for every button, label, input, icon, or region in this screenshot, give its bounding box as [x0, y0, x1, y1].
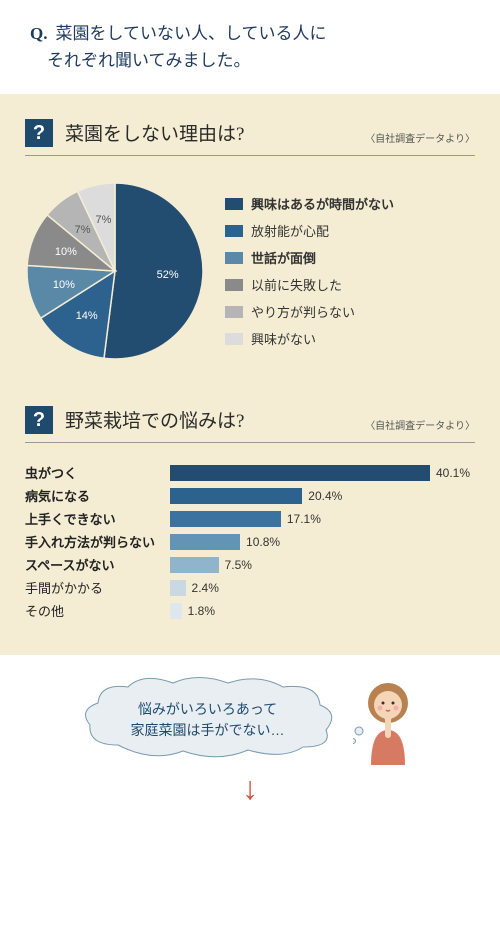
thought-bubble: 悩みがいろいろあって 家庭菜園は手がでない… — [78, 675, 338, 765]
bar-label: その他 — [25, 601, 170, 620]
pie-title: 菜園をしない理由は? — [65, 119, 244, 146]
bubble-text: 悩みがいろいろあって 家庭菜園は手がでない… — [131, 699, 285, 741]
bar-row: その他 1.8% — [25, 601, 475, 620]
thought-bubble-wrap: 悩みがいろいろあって 家庭菜園は手がでない… — [30, 675, 470, 765]
q-line2: それぞれ聞いてみました。 — [47, 51, 251, 70]
question-heading: Q. 菜園をしていない人、している人に それぞれ聞いてみました。 — [30, 20, 470, 74]
bar-value: 17.1% — [287, 512, 321, 526]
legend-swatch — [225, 252, 243, 264]
bar-label: 虫がつく — [25, 463, 170, 482]
bar-value: 7.5% — [225, 558, 252, 572]
bar-track: 2.4% — [170, 580, 475, 596]
bar-heading: ? 野菜栽培での悩みは? 〈自社調査データより〉 — [25, 406, 475, 443]
bar-fill — [170, 580, 186, 596]
bar-fill — [170, 603, 182, 619]
pie-slice-label: 10% — [55, 246, 77, 258]
pie-content: 52% 14% 10% 10% 7% 7% 興味はあるが時間がない放射能が心配世話が面倒以… — [25, 181, 475, 361]
bar-value: 20.4% — [308, 489, 342, 503]
pie-slice-label: 14% — [76, 310, 98, 322]
bar-title: 野菜栽培での悩みは? — [65, 406, 244, 433]
legend-item: やり方が判らない — [225, 302, 394, 321]
bar-row: 手間がかかる 2.4% — [25, 578, 475, 597]
pie-slice-label: 7% — [75, 224, 91, 236]
bar-fill — [170, 465, 430, 481]
bar-row: スペースがない 7.5% — [25, 555, 475, 574]
bar-fill — [170, 511, 281, 527]
pie-slice-label: 52% — [157, 269, 179, 281]
legend-item: 世話が面倒 — [225, 248, 394, 267]
legend-item: 興味はあるが時間がない — [225, 194, 394, 213]
pie-source: 〈自社調査データより〉 — [365, 130, 475, 147]
pie-slice-label: 7% — [96, 214, 112, 226]
bar-row: 虫がつく 40.1% — [25, 463, 475, 482]
bar-fill — [170, 557, 219, 573]
legend-label: 興味がない — [251, 329, 316, 348]
question-mark-icon: ? — [25, 406, 53, 434]
legend-swatch — [225, 279, 243, 291]
legend-item: 興味がない — [225, 329, 394, 348]
bar-value: 1.8% — [188, 604, 215, 618]
bar-chart: 虫がつく 40.1% 病気になる 20.4% 上手くできない 17.1% 手入れ方法が判らな… — [25, 463, 475, 620]
legend-item: 以前に失敗した — [225, 275, 394, 294]
bar-track: 10.8% — [170, 534, 475, 550]
bar-row: 上手くできない 17.1% — [25, 509, 475, 528]
bar-track: 1.8% — [170, 603, 475, 619]
bar-label: 病気になる — [25, 486, 170, 505]
pie-chart: 52% 14% 10% 10% 7% 7% — [25, 181, 205, 361]
legend-swatch — [225, 198, 243, 210]
question-mark-icon: ? — [25, 119, 53, 147]
bar-section: ? 野菜栽培での悩みは? 〈自社調査データより〉 虫がつく 40.1% 病気になる 2… — [25, 406, 475, 620]
bar-source: 〈自社調査データより〉 — [365, 417, 475, 434]
bar-label: 手入れ方法が判らない — [25, 532, 170, 551]
legend-swatch — [225, 306, 243, 318]
pie-legend: 興味はあるが時間がない放射能が心配世話が面倒以前に失敗したやり方が判らない興味が… — [225, 194, 394, 348]
bar-track: 40.1% — [170, 465, 475, 481]
legend-label: 興味はあるが時間がない — [251, 194, 394, 213]
pie-heading: ? 菜園をしない理由は? 〈自社調査データより〉 — [25, 119, 475, 156]
bar-label: スペースがない — [25, 555, 170, 574]
person-icon — [353, 675, 423, 765]
bar-track: 17.1% — [170, 511, 475, 527]
bar-track: 7.5% — [170, 557, 475, 573]
legend-label: 世話が面倒 — [251, 248, 316, 267]
legend-swatch — [225, 225, 243, 237]
bar-fill — [170, 488, 302, 504]
legend-label: 以前に失敗した — [251, 275, 342, 294]
survey-panel: ? 菜園をしない理由は? 〈自社調査データより〉 52% 14% 10% 10% 7% 7… — [0, 94, 500, 655]
bar-value: 10.8% — [246, 535, 280, 549]
legend-swatch — [225, 333, 243, 345]
legend-label: やり方が判らない — [251, 302, 355, 321]
bar-value: 2.4% — [192, 581, 219, 595]
bar-row: 手入れ方法が判らない 10.8% — [25, 532, 475, 551]
bar-fill — [170, 534, 240, 550]
bar-label: 上手くできない — [25, 509, 170, 528]
bar-track: 20.4% — [170, 488, 475, 504]
legend-item: 放射能が心配 — [225, 221, 394, 240]
legend-label: 放射能が心配 — [251, 221, 329, 240]
q-line1: 菜園をしていない人、している人に — [55, 24, 326, 43]
pie-section: ? 菜園をしない理由は? 〈自社調査データより〉 52% 14% 10% 10% 7% 7… — [25, 119, 475, 361]
down-arrow-icon: ↓ — [30, 770, 470, 807]
pie-slice-label: 10% — [53, 279, 75, 291]
bar-value: 40.1% — [436, 466, 470, 480]
bar-label: 手間がかかる — [25, 578, 170, 597]
bar-row: 病気になる 20.4% — [25, 486, 475, 505]
q-prefix: Q. — [30, 24, 47, 43]
